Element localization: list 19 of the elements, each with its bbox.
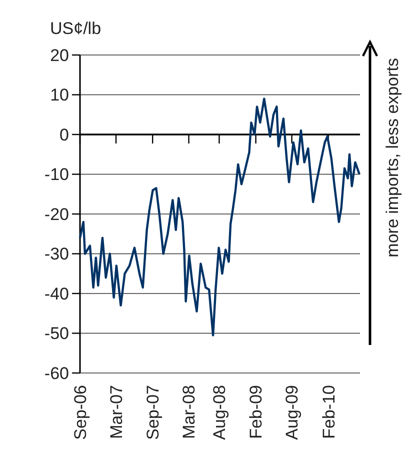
y-tick-label: 10 (50, 86, 69, 105)
x-tick-label: Sep-06 (70, 385, 90, 440)
x-tick-label: Aug-08 (210, 385, 230, 440)
y-tick-label: 20 (50, 46, 69, 65)
x-tick-label: Sep-07 (144, 385, 163, 440)
y-tick-label: -50 (44, 324, 69, 344)
y-tick-label: -60 (44, 364, 69, 383)
x-tick-label: Feb-10 (319, 385, 338, 439)
x-tick-label: Aug-09 (282, 385, 302, 440)
text: more imports, less exports (382, 58, 402, 258)
y-tick-label: -40 (44, 284, 69, 304)
y-axis-title: US¢/lb (50, 19, 102, 38)
y-tick-label: -10 (44, 165, 69, 184)
y-tick-label: -20 (44, 204, 69, 224)
x-tick-label: Mar-08 (180, 385, 199, 439)
x-tick-label: Feb-09 (246, 385, 266, 439)
y-tick-label: -30 (44, 244, 69, 264)
y-tick-label: 0 (60, 125, 69, 144)
x-tick-label: Mar-07 (106, 385, 126, 439)
